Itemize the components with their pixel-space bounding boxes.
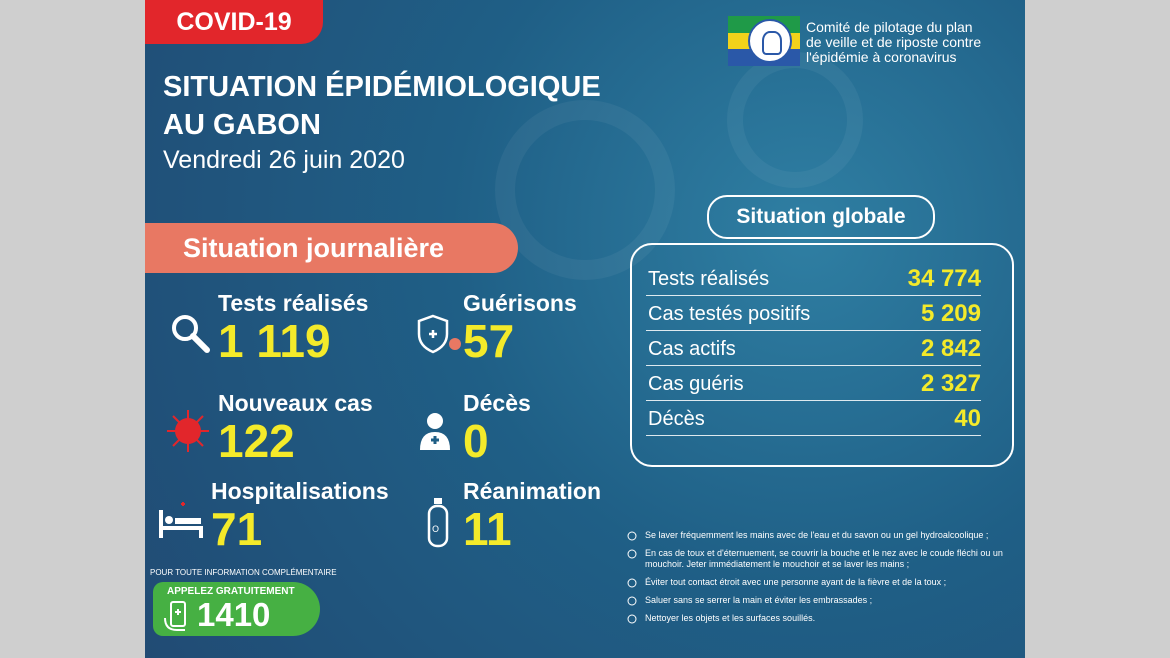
tip-item: Saluer sans se serrer la main et éviter … (623, 595, 1023, 606)
hand-wash-icon (627, 531, 637, 541)
daily-recoveries-label: Guérisons (463, 290, 577, 316)
magnifier-icon (172, 315, 210, 353)
page-title: SITUATION ÉPIDÉMIOLOGIQUE AU GABON (163, 68, 601, 144)
daily-situation-banner: Situation journalière (145, 223, 518, 273)
tip-item: En cas de toux et d'éternuement, se couv… (623, 548, 1023, 570)
distance-icon (627, 578, 637, 588)
oxygen-tank-icon: O (427, 498, 449, 548)
virus-shield-icon (417, 314, 461, 354)
right-margin (1025, 0, 1170, 658)
daily-new-cases-value: 122 (218, 415, 295, 467)
committee-name: Comité de pilotage du plan de veille et … (806, 19, 982, 65)
phone-hand-icon (164, 601, 186, 631)
global-row: Cas actifs 2 842 (646, 331, 981, 366)
committee-logo: Comité de pilotage du plan de veille et … (728, 16, 1018, 70)
daily-recoveries-value: 57 (463, 315, 515, 367)
prevention-tips: Se laver fréquemment les mains avec de l… (623, 530, 1023, 631)
title-line-2: AU GABON (163, 109, 321, 141)
tip-item: Éviter tout contact étroit avec une pers… (623, 577, 1023, 588)
sneeze-icon (627, 549, 637, 559)
daily-new-cases-label: Nouveaux cas (218, 390, 373, 416)
report-date: Vendredi 26 juin 2020 (163, 146, 405, 174)
cleaning-icon (627, 614, 637, 624)
covid-tag: COVID-19 (145, 0, 323, 44)
hotline-box: APPELEZ GRATUITEMENT 1410 (153, 582, 320, 636)
hospital-bed-icon (159, 502, 203, 538)
coat-of-arms-icon (748, 19, 792, 63)
hotline-number[interactable]: 1410 (197, 596, 271, 633)
svg-text:O: O (432, 525, 439, 535)
more-info-label: POUR TOUTE INFORMATION COMPLÉMENTAIRE (150, 568, 337, 577)
daily-deaths-value: 0 (463, 415, 489, 467)
global-row: Cas testés positifs 5 209 (646, 296, 981, 331)
tip-item: Se laver fréquemment les mains avec de l… (623, 530, 1023, 541)
no-handshake-icon (627, 596, 637, 606)
left-margin (0, 0, 145, 658)
daily-hospitalisations-label: Hospitalisations (211, 478, 389, 504)
daily-hospitalisations-value: 71 (211, 503, 263, 555)
coronavirus-icon (167, 410, 209, 452)
global-situation-table: Tests réalisés 34 774 Cas testés positifs… (630, 243, 1014, 467)
title-line-1: SITUATION ÉPIDÉMIOLOGIQUE (163, 71, 601, 103)
infographic-poster: COVID-19 SITUATION ÉPIDÉMIOLOGIQUE AU GA… (145, 0, 1025, 658)
daily-icu-value: 11 (463, 503, 512, 555)
daily-tests-value: 1 119 (218, 315, 331, 367)
daily-icu-label: Réanimation (463, 478, 602, 504)
global-row: Décès 40 (646, 401, 981, 436)
daily-deaths-label: Décès (463, 390, 531, 416)
global-row: Cas guéris 2 327 (646, 366, 981, 401)
daily-tests-label: Tests réalisés (218, 290, 369, 316)
tip-item: Nettoyer les objets et les surfaces soui… (623, 613, 1023, 624)
person-cross-icon (420, 413, 450, 450)
global-row: Tests réalisés 34 774 (646, 261, 981, 296)
gabon-flag-icon (728, 16, 800, 66)
global-situation-heading: Situation globale (707, 195, 935, 239)
call-free-label: APPELEZ GRATUITEMENT (167, 586, 295, 597)
